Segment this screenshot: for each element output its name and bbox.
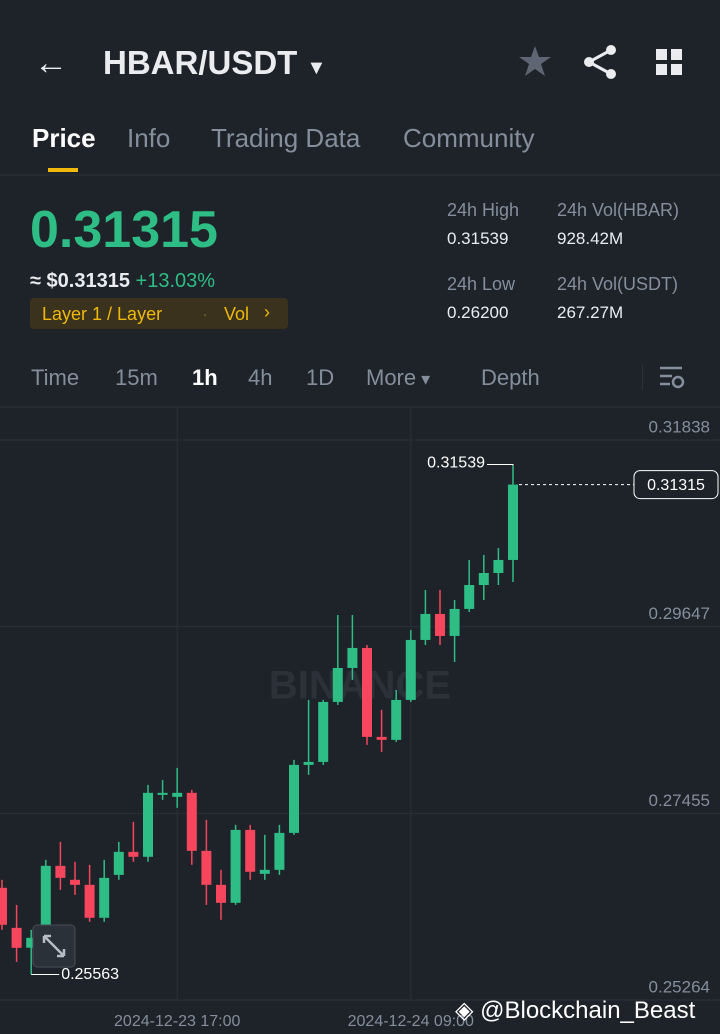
toolbar-icons (519, 45, 682, 79)
last-price-label: 0.31315 (647, 477, 705, 494)
y-tick-label: 0.31838 (649, 418, 710, 437)
candle-body (40, 865, 51, 925)
stat-value: 928.42M (557, 229, 624, 248)
tag-vol: Vol (224, 304, 250, 324)
watermark: BINANCE (269, 664, 451, 708)
candle-body (186, 792, 197, 851)
candle-body (99, 877, 110, 918)
y-tick-label: 0.25264 (649, 977, 710, 996)
last-price-box (633, 470, 719, 500)
candle-body (347, 647, 358, 668)
candle-body (435, 613, 445, 636)
low-label: 0.25563 (61, 966, 119, 983)
candle-body (113, 851, 124, 875)
candle-body (128, 851, 139, 857)
candle-body (464, 585, 475, 609)
interval[interactable]: Depth (481, 365, 540, 390)
interval[interactable]: 15m (115, 365, 158, 390)
candle-body (201, 850, 212, 885)
high-marker (487, 463, 514, 466)
candle-body (318, 701, 329, 762)
pair-title[interactable]: HBAR/USDT ▼ (103, 44, 327, 81)
back-button[interactable]: ← (34, 44, 68, 82)
candle-body (405, 639, 416, 700)
candle-body (55, 865, 66, 878)
tab[interactable]: Info (127, 123, 171, 153)
share-icon[interactable] (584, 45, 616, 79)
interval[interactable]: More ▾ (366, 365, 431, 390)
tag: Layer 1 / Layer (42, 304, 163, 324)
x-tick-label: 2024-12-24 09:00 (348, 1013, 474, 1030)
usd-value: ≈ $0.31315 (30, 270, 130, 292)
tab[interactable]: Trading Data (211, 123, 361, 153)
candle-body (289, 764, 299, 833)
separator (642, 364, 643, 390)
candle-body (70, 879, 80, 885)
tab[interactable]: Price (32, 123, 96, 153)
last-price: 0.31315 (30, 201, 218, 259)
credit: ◈ @Blockchain_Beast (455, 997, 696, 1024)
y-tick-label: 0.29647 (649, 604, 710, 623)
candle-body (143, 792, 153, 857)
stat-label: 24h Low (447, 274, 516, 294)
interval[interactable]: 1D (306, 365, 335, 390)
candle-body (0, 887, 7, 925)
interval[interactable]: 4h (248, 365, 273, 390)
tag-pill[interactable]: Layer 1 / Layer · Vol › (30, 298, 288, 329)
favorite-icon[interactable] (519, 46, 551, 76)
candle-body (362, 647, 372, 737)
stat-value: 267.27M (557, 303, 624, 322)
candle-body (84, 884, 95, 918)
stat-label: 24h Vol(HBAR) (557, 200, 680, 220)
candle-body (157, 792, 168, 795)
stat-label: 24h High (447, 200, 520, 220)
grid-icon[interactable] (656, 49, 682, 75)
candle-body (26, 937, 37, 948)
candle-body (11, 927, 22, 948)
high-label: 0.31539 (427, 455, 485, 472)
candle-body (420, 613, 431, 640)
y-tick-label: 0.27455 (649, 791, 710, 810)
fullscreen-button[interactable] (32, 924, 76, 968)
interval[interactable]: 1h (192, 365, 218, 390)
interval[interactable]: Time (31, 365, 80, 390)
settings-icon[interactable] (658, 364, 686, 390)
candle-body (245, 829, 256, 872)
candle-body (508, 484, 518, 560)
candle-body (478, 572, 489, 586)
x-tick-label: 2024-12-23 17:00 (114, 1013, 240, 1030)
candle-body (274, 832, 285, 870)
tab[interactable]: Community (403, 123, 535, 153)
candle-body (391, 699, 402, 740)
candle-body (376, 736, 387, 740)
price-change: +13.03% (135, 270, 216, 292)
stat-value: 0.31539 (447, 229, 509, 248)
stat-label: 24h Vol(USDT) (557, 274, 679, 294)
candle-body (230, 829, 241, 903)
credit-text: @Blockchain_Beast (480, 997, 696, 1024)
usd-price: ≈ $0.31315 +13.03% (30, 270, 215, 293)
candle-body (216, 884, 226, 903)
candle-body (493, 559, 504, 573)
tab-indicator (48, 168, 78, 172)
pair: HBAR/USDT (103, 44, 298, 81)
stat-value: 0.26200 (447, 303, 509, 322)
candle-body (259, 869, 270, 874)
candle-body (303, 761, 314, 765)
candle-body (172, 792, 183, 797)
candle-body (449, 608, 460, 636)
candle-body (332, 667, 343, 702)
